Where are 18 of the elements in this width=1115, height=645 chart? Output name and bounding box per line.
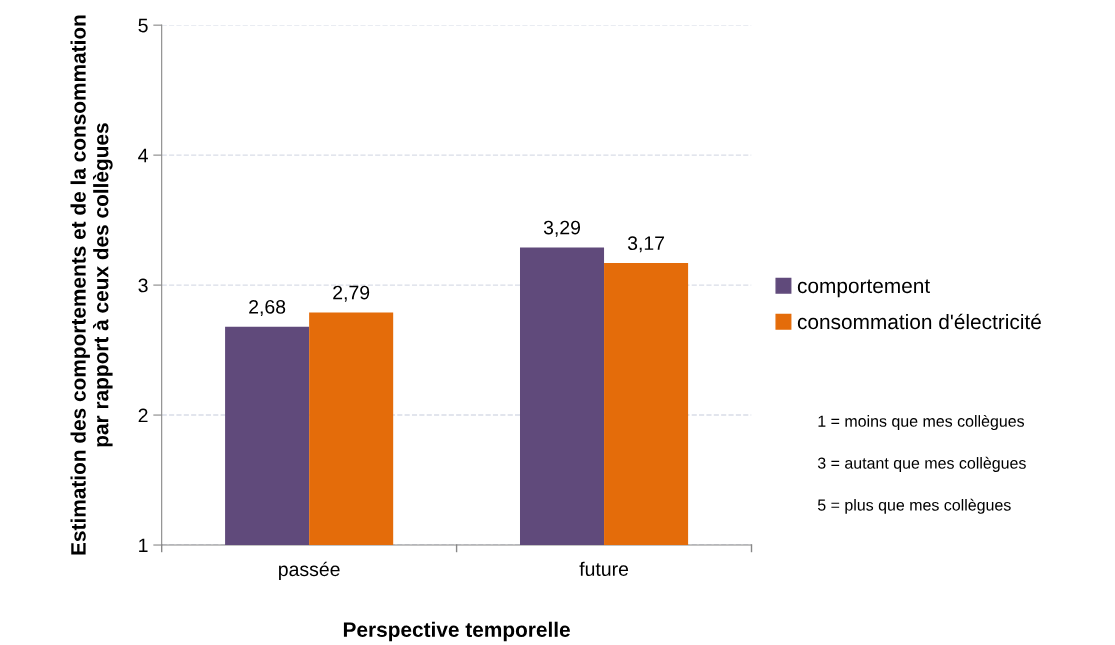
y-axis-title: Estimation des comportements et de la consommation par rapport à ceux des collègues	[70, 15, 113, 555]
text: 3 = autant que mes collègues	[817, 456, 1026, 472]
data-label: 3,17	[627, 236, 665, 253]
x-axis-title: Perspective temporelle	[343, 621, 570, 642]
legend-label: consommation d'électricité	[797, 313, 1041, 330]
text: 1 = moins que mes collègues	[818, 414, 1025, 431]
data-label: 2,79	[333, 285, 370, 302]
y-tick-label: 5	[138, 18, 148, 33]
legend-label: comportement	[797, 279, 930, 298]
y-tick-label: 3	[138, 278, 148, 293]
y-tick-label: 4	[138, 148, 148, 163]
text: 5 = plus que mes collègues	[817, 498, 1011, 514]
y-tick-label: 1	[139, 538, 148, 553]
x-tick-label: passée	[279, 561, 340, 581]
data-label: 3,29	[543, 220, 581, 237]
x-tick-label: future	[579, 561, 629, 576]
y-tick-label: 2	[138, 408, 148, 423]
data-label: 2,68	[249, 299, 286, 317]
